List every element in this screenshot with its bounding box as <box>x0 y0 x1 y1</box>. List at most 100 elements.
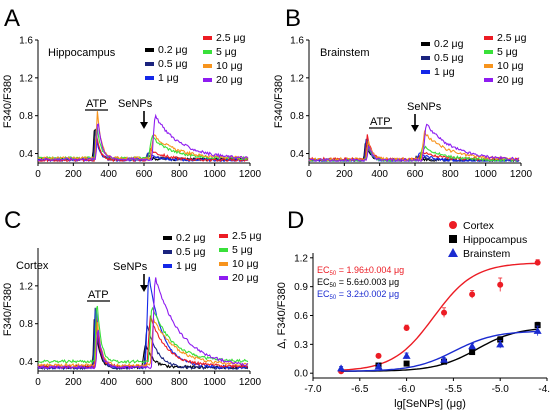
data-point <box>375 352 382 359</box>
legend-label: 2.5 μg <box>216 32 246 44</box>
legend-label: 0.5 μg <box>176 246 206 258</box>
data-point <box>497 281 504 288</box>
y-tick-label: 1.6 <box>19 36 33 47</box>
x-tick-label: 0 <box>35 169 41 180</box>
data-point <box>469 291 476 298</box>
legend-swatch <box>203 78 212 82</box>
x-tick-label: 1200 <box>510 169 533 180</box>
legend-marker <box>448 248 458 257</box>
data-point <box>374 362 383 370</box>
x-tick-label: 800 <box>171 169 188 180</box>
panel-letter: C <box>4 207 21 234</box>
x-tick-label: 400 <box>100 169 117 180</box>
panel-letter: B <box>285 5 301 32</box>
ec50-label: EC50 = 3.2±0.002 μg <box>317 289 399 301</box>
senps-label: SeNPs <box>118 98 153 110</box>
data-point <box>403 360 410 367</box>
senps-arrow-head <box>411 125 419 132</box>
legend-label: 2.5 μg <box>232 230 262 242</box>
legend-label: 5 μg <box>497 46 518 58</box>
legend-swatch <box>203 50 212 54</box>
x-tick-label: 1200 <box>239 377 262 388</box>
y-tick-label: 0.4 <box>19 149 33 160</box>
x-tick-label: -5.5 <box>445 384 463 395</box>
region-label: Cortex <box>16 260 49 272</box>
data-point <box>441 309 448 316</box>
senps-arrow-head <box>140 122 148 129</box>
legend-swatch <box>203 64 212 68</box>
trace-panel-c: C Cortex 0 200 400 600 800 1000 1200 0.4 0.8 1.2 F34… <box>2 207 262 388</box>
legend-label: 0.2 μg <box>176 232 206 244</box>
legend-label: 10 μg <box>232 258 259 270</box>
panel-letter: D <box>287 207 304 234</box>
y-tick-label: 1.6 <box>290 36 304 47</box>
legend-label: 1 μg <box>158 72 179 84</box>
panel-letter: A <box>4 5 20 32</box>
y-tick-label: 1.2 <box>294 253 308 264</box>
legend-label: 10 μg <box>216 60 243 72</box>
x-tick-label: 800 <box>442 169 459 180</box>
legend-label: Hippocampus <box>463 234 527 246</box>
trace-line <box>308 123 519 163</box>
data-point <box>497 336 504 343</box>
data-point <box>337 364 346 372</box>
trace-line <box>37 111 249 161</box>
legend-label: 5 μg <box>216 46 237 58</box>
x-tick-label: 200 <box>65 169 82 180</box>
y-tick-label: 0.6 <box>294 311 308 322</box>
legend-label: Brainstem <box>463 248 511 260</box>
y-tick-label: 0.3 <box>294 340 308 351</box>
x-tick-label: 1000 <box>204 169 227 180</box>
data-point <box>534 322 541 329</box>
fit-curve <box>341 262 538 371</box>
x-tick-label: 0 <box>35 377 41 388</box>
x-tick-label: 0 <box>306 169 312 180</box>
y-tick-label: 1.2 <box>290 73 304 84</box>
y-tick-label: 0.4 <box>290 149 304 160</box>
legend-swatch <box>163 250 172 254</box>
legend-swatch <box>219 262 228 266</box>
x-tick-label: 600 <box>136 169 153 180</box>
legend-label: 1 μg <box>176 260 197 272</box>
x-tick-label: -6.5 <box>351 384 369 395</box>
y-axis-label: F340/F380 <box>2 75 14 128</box>
data-point <box>533 326 542 334</box>
legend-label: 20 μg <box>232 272 259 284</box>
senps-arrow-head <box>140 285 148 292</box>
atp-label: ATP <box>88 289 109 301</box>
legend-marker <box>449 221 457 229</box>
x-tick-label: 1000 <box>204 377 227 388</box>
dose-response-panel: D -7.0 -6.5 -6.0 -5.5 -5.0 -4.5 0.0 0.3 0.6 0.9 1.2… <box>276 207 550 410</box>
legend-swatch <box>484 64 493 68</box>
trace-line <box>37 305 249 365</box>
x-tick-label: -5.0 <box>492 384 510 395</box>
x-axis-label: lg[SeNPs] (μg) <box>394 398 466 410</box>
x-tick-label: -7.0 <box>304 384 322 395</box>
legend-swatch <box>484 36 493 40</box>
x-tick-label: -4.5 <box>538 384 550 395</box>
legend-swatch <box>421 56 430 60</box>
x-tick-label: 600 <box>407 169 424 180</box>
data-point <box>468 342 477 350</box>
y-axis-label: F340/F380 <box>2 283 14 336</box>
trace-line <box>37 277 249 370</box>
x-tick-label: 400 <box>371 169 388 180</box>
legend-label: 20 μg <box>216 74 243 86</box>
legend-label: 0.2 μg <box>434 38 464 50</box>
y-tick-label: 0.8 <box>19 111 33 122</box>
legend-label: 0.5 μg <box>434 52 464 64</box>
legend-marker <box>449 235 457 243</box>
x-tick-label: -6.0 <box>398 384 416 395</box>
legend-swatch <box>203 36 212 40</box>
x-tick-label: 1200 <box>239 169 262 180</box>
legend-label: 10 μg <box>497 60 524 72</box>
legend-swatch <box>163 264 172 268</box>
y-tick-label: 0.9 <box>294 282 308 293</box>
legend-swatch <box>219 276 228 280</box>
legend-label: 1 μg <box>434 66 455 78</box>
trace-line <box>38 113 249 162</box>
data-point <box>402 351 411 359</box>
data-point <box>469 349 476 356</box>
legend-swatch <box>145 76 154 80</box>
y-tick-label: 0.8 <box>290 111 304 122</box>
